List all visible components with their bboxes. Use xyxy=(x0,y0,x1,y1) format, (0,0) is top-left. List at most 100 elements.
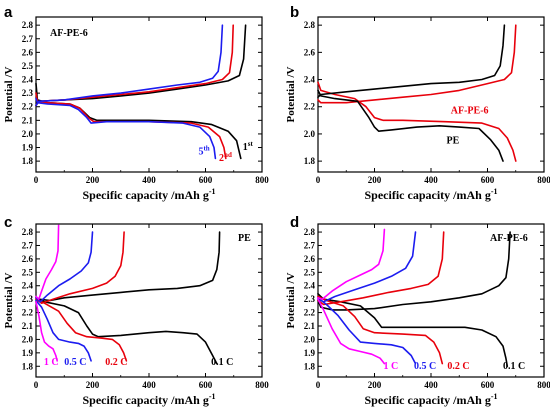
y-tick-label: 2.4 xyxy=(304,281,316,291)
series-line-charge-1c xyxy=(317,228,386,301)
x-axis-label: Specific capacity /mAh g-1 xyxy=(83,187,216,202)
x-tick-label: 0 xyxy=(316,380,321,390)
y-tick-label: 2.3 xyxy=(22,294,34,304)
plot-frame xyxy=(35,16,263,173)
x-axis-label: Specific capacity /mAh g-1 xyxy=(365,187,498,202)
y-tick-label: 2.1 xyxy=(22,321,34,331)
series-label: 0.1 C xyxy=(503,361,525,372)
series-label: 0.2 C xyxy=(105,357,127,368)
panel-b: b 0 200 400 600 800 1.8 2.0 2.2 2.4 2.6 2.8 Specific… xyxy=(285,4,550,202)
series-line-charge-0.5c xyxy=(35,231,94,303)
y-tick-label: 2.5 xyxy=(22,267,34,277)
y-axis-label: Potential /V xyxy=(285,66,297,122)
y-tick-label: 2.7 xyxy=(22,240,34,250)
series-label: AF-PE-6 xyxy=(451,106,489,117)
y-tick-label: 2.7 xyxy=(304,240,316,250)
y-tick-label: 2.4 xyxy=(22,75,34,85)
series-line-charge-0.2c xyxy=(35,231,125,305)
panel-annotation: PE xyxy=(238,233,251,244)
y-tick-label: 1.8 xyxy=(22,156,34,166)
series-label: 0.1 C xyxy=(211,357,233,368)
y-tick-label: 2.3 xyxy=(22,88,34,98)
y-tick-label: 2.0 xyxy=(304,334,316,344)
panel-c: c 0 200 400 600 800 1.8 1.9 2.0 2.1 2.2 2.3 2.4 2.5 2.… xyxy=(3,214,269,407)
series-line-charge-0.1c xyxy=(35,231,221,303)
x-tick-label: 400 xyxy=(142,175,156,185)
series-line-charge-0.5c xyxy=(317,231,417,303)
y-tick-label: 2.4 xyxy=(22,281,34,291)
x-tick-label: 0 xyxy=(316,175,321,185)
series-label: 1st xyxy=(243,140,254,153)
series-line-discharge-0.2c xyxy=(317,295,444,365)
y-axis-label: Potential /V xyxy=(3,66,15,122)
panel-annotation: AF-PE-6 xyxy=(50,28,88,39)
series-line-discharge-0.5c xyxy=(35,299,92,362)
y-tick-label: 2.2 xyxy=(304,308,316,318)
x-tick-label: 600 xyxy=(481,175,495,185)
x-tick-label: 600 xyxy=(199,380,213,390)
x-tick-label: 0 xyxy=(34,175,39,185)
x-tick-label: 800 xyxy=(255,175,269,185)
y-tick-label: 2.6 xyxy=(304,254,316,264)
series-line-discharge-0.5c xyxy=(317,296,417,365)
y-tick-label: 2.2 xyxy=(304,102,316,112)
y-tick-label: 2.7 xyxy=(22,34,34,44)
x-tick-label: 600 xyxy=(481,380,495,390)
y-tick-label: 2.8 xyxy=(304,227,316,237)
x-tick-label: 200 xyxy=(86,175,100,185)
y-tick-label: 1.9 xyxy=(304,348,316,358)
x-tick-label: 400 xyxy=(142,380,156,390)
y-tick-label: 2.5 xyxy=(304,267,316,277)
series-line-charge-5th xyxy=(35,24,224,107)
y-tick-label: 1.9 xyxy=(22,143,34,153)
series-line-charge-1c xyxy=(35,224,60,301)
y-tick-label: 2.5 xyxy=(22,61,34,71)
x-tick-label: 200 xyxy=(86,380,100,390)
series-line-discharge-5th xyxy=(35,97,217,160)
x-tick-label: 800 xyxy=(537,175,550,185)
y-tick-label: 2.3 xyxy=(304,294,316,304)
panel-annotation: AF-PE-6 xyxy=(490,233,528,244)
y-tick-label: 1.8 xyxy=(304,361,316,371)
series-label: PE xyxy=(447,135,460,146)
y-tick-label: 2.8 xyxy=(22,20,34,30)
y-axis-label: Potential /V xyxy=(3,272,15,328)
series-line-discharge-1c xyxy=(317,298,386,365)
x-axis-label: Specific capacity /mAh g-1 xyxy=(83,392,216,407)
y-tick-label: 2.6 xyxy=(304,47,316,57)
y-tick-label: 1.8 xyxy=(304,156,316,166)
y-tick-label: 2.0 xyxy=(22,334,34,344)
y-tick-label: 2.0 xyxy=(304,129,316,139)
y-tick-label: 2.1 xyxy=(304,321,316,331)
panel-letter: c xyxy=(4,214,12,231)
x-tick-label: 0 xyxy=(34,380,39,390)
x-tick-label: 200 xyxy=(368,380,382,390)
series-line-discharge-af-pe-6 xyxy=(317,81,517,162)
x-tick-label: 800 xyxy=(537,380,550,390)
series-line-charge-af-pe-6 xyxy=(317,24,517,104)
y-tick-label: 2.4 xyxy=(304,75,316,85)
series-line-discharge-pe xyxy=(317,89,504,162)
y-tick-label: 2.6 xyxy=(22,254,34,264)
x-tick-label: 400 xyxy=(424,175,438,185)
series-line-discharge-0.1c xyxy=(317,292,509,368)
y-tick-label: 1.8 xyxy=(22,361,34,371)
series-line-discharge-0.1c xyxy=(35,296,218,365)
x-tick-label: 400 xyxy=(424,380,438,390)
series-label: 0.5 C xyxy=(64,357,86,368)
y-tick-label: 2.6 xyxy=(22,47,34,57)
y-tick-label: 2.8 xyxy=(304,20,316,30)
y-tick-label: 2.0 xyxy=(22,129,34,139)
y-tick-label: 2.2 xyxy=(22,102,34,112)
y-tick-label: 2.8 xyxy=(22,227,34,237)
series-line-discharge-1c xyxy=(35,300,59,362)
series-line-discharge-0.2c xyxy=(35,298,128,362)
series-label: 1 C xyxy=(44,357,59,368)
series-label: 0.2 C xyxy=(447,361,469,372)
plot-frame xyxy=(35,223,263,378)
panel-letter: b xyxy=(290,4,299,21)
y-axis-label: Potential /V xyxy=(285,272,297,328)
series-label: 2nd xyxy=(219,151,232,164)
y-tick-label: 2.2 xyxy=(22,308,34,318)
